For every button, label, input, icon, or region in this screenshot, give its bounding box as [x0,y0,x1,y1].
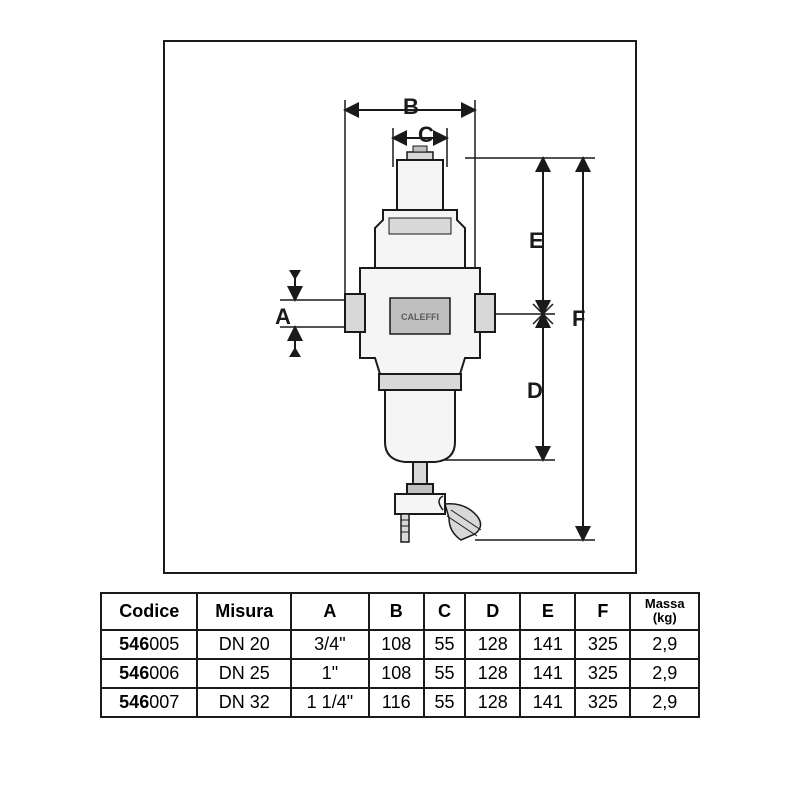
cell-E: 141 [520,688,575,717]
th-F: F [575,593,630,630]
th-D: D [465,593,520,630]
cell-B: 108 [369,659,424,688]
cell-massa: 2,9 [630,630,699,659]
cell-B: 108 [369,630,424,659]
table-row: 546006DN 251"108551281413252,9 [101,659,699,688]
cell-A: 3/4" [291,630,369,659]
cell-D: 128 [465,688,520,717]
cell-code: 546007 [101,688,197,717]
cell-A: 1 1/4" [291,688,369,717]
th-A: A [291,593,369,630]
cell-misura: DN 20 [197,630,291,659]
cell-D: 128 [465,630,520,659]
cell-code: 546005 [101,630,197,659]
cell-A: 1" [291,659,369,688]
diagram-frame: B C A E F D [163,40,637,574]
th-massa: Massa (kg) [630,593,699,630]
cell-D: 128 [465,659,520,688]
th-B: B [369,593,424,630]
th-misura: Misura [197,593,291,630]
cell-misura: DN 32 [197,688,291,717]
cell-B: 116 [369,688,424,717]
cell-C: 55 [424,688,465,717]
cell-C: 55 [424,630,465,659]
cell-C: 55 [424,659,465,688]
cell-F: 325 [575,659,630,688]
component-drawing: CALEFFI [165,42,635,572]
cell-massa: 2,9 [630,659,699,688]
cell-E: 141 [520,630,575,659]
th-C: C [424,593,465,630]
brand-label: CALEFFI [401,312,439,322]
th-E: E [520,593,575,630]
cell-massa: 2,9 [630,688,699,717]
cell-F: 325 [575,630,630,659]
dimension-table: Codice Misura A B C D E F Massa (kg) 546… [100,592,700,718]
cell-F: 325 [575,688,630,717]
cell-misura: DN 25 [197,659,291,688]
cell-E: 141 [520,659,575,688]
th-codice: Codice [101,593,197,630]
cell-code: 546006 [101,659,197,688]
table-row: 546007DN 321 1/4"116551281413252,9 [101,688,699,717]
table-row: 546005DN 203/4"108551281413252,9 [101,630,699,659]
